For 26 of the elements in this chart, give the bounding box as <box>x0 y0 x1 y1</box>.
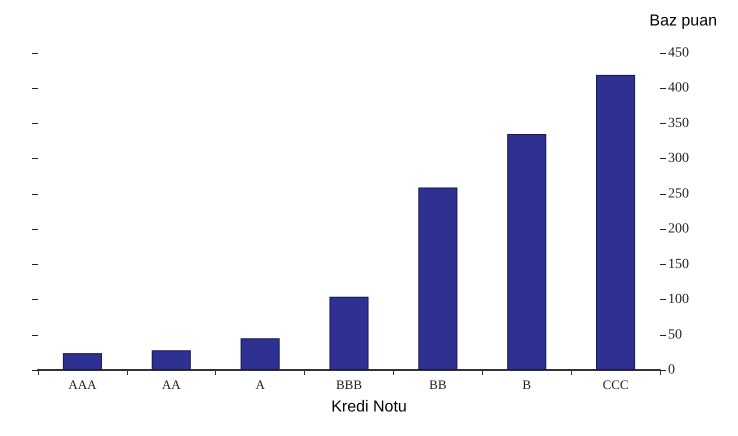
y-tick-label: 400 <box>668 80 689 96</box>
y-tick-label: 300 <box>668 151 689 166</box>
x-tick-label: B <box>522 377 532 392</box>
y-tick-label: 0 <box>668 362 675 378</box>
bar <box>329 296 369 370</box>
x-tick-label: BB <box>429 377 447 392</box>
y-tick-label: 150 <box>668 256 689 272</box>
y-tick-label: 100 <box>668 292 689 308</box>
y-tick-label: 350 <box>668 116 689 131</box>
y-tick-label: 450 <box>668 46 689 60</box>
bar <box>240 338 280 370</box>
x-axis-title: Kredi Notu <box>331 398 407 416</box>
bar <box>418 188 458 370</box>
y-tick-label: 250 <box>668 186 689 202</box>
bar <box>596 74 636 370</box>
y-tick-label: 50 <box>668 327 682 342</box>
bar <box>507 134 546 370</box>
bar <box>152 350 191 370</box>
y-axis-title: Baz puan <box>649 12 717 30</box>
x-tick-label: CCC <box>602 377 629 392</box>
y-tick-label: 200 <box>668 222 689 237</box>
x-tick-label: AAA <box>68 377 98 392</box>
x-tick-label: A <box>255 377 266 392</box>
x-tick-label: AA <box>162 377 182 392</box>
x-tick-label: BBB <box>336 377 362 392</box>
bar <box>62 353 102 370</box>
